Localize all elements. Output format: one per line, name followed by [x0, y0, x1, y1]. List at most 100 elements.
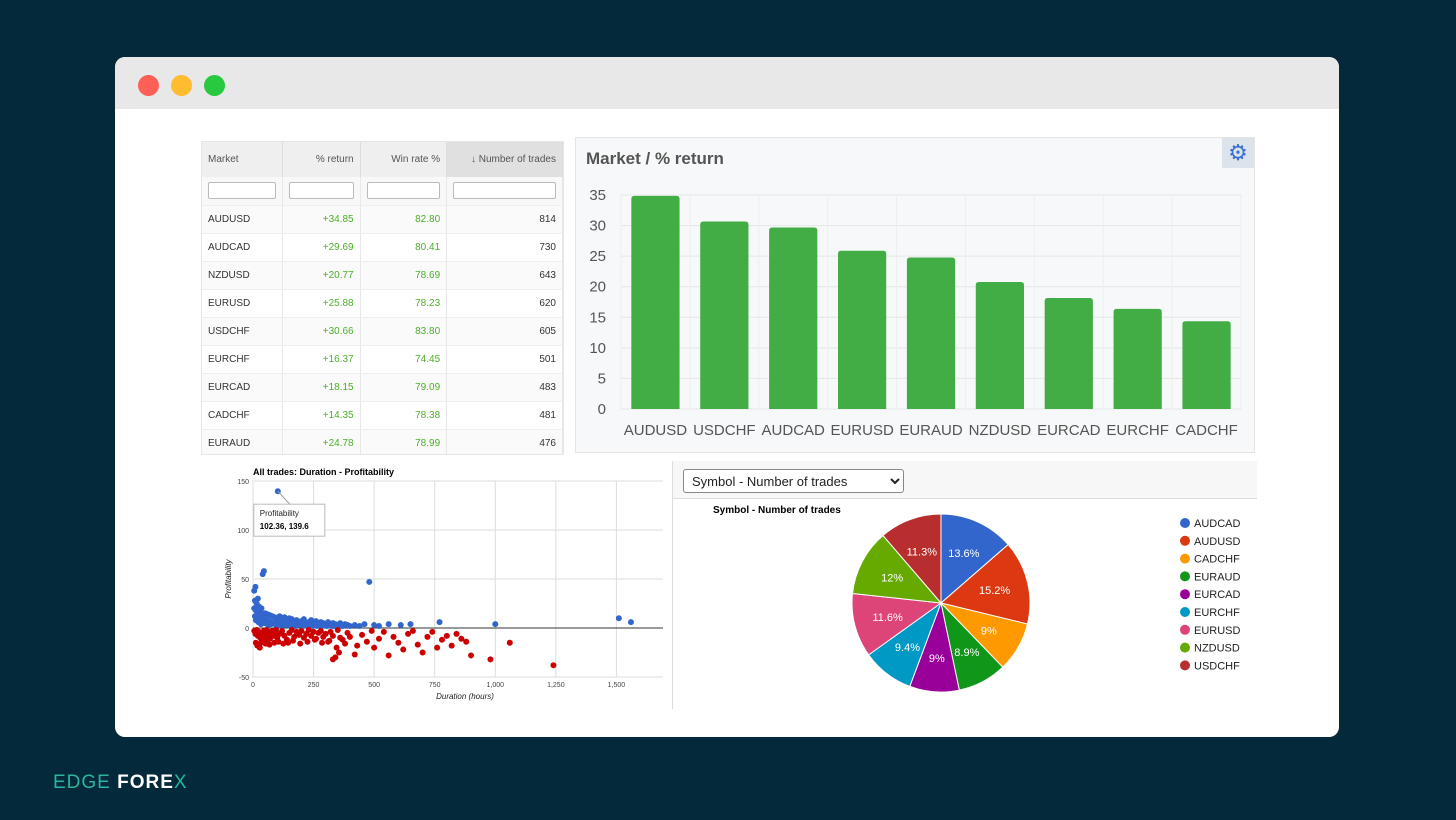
scatter-point[interactable] [280, 640, 287, 647]
table-row[interactable]: CADCHF +14.35 78.38 481 [202, 401, 563, 430]
scatter-point[interactable] [380, 628, 387, 635]
scatter-point[interactable] [448, 642, 455, 649]
scatter-point[interactable] [414, 641, 421, 648]
scatter-point[interactable] [298, 627, 305, 634]
scatter-point[interactable] [334, 626, 341, 633]
table-row[interactable]: EURUSD +25.88 78.23 620 [202, 289, 563, 318]
scatter-point[interactable] [405, 630, 412, 637]
scatter-point[interactable] [468, 652, 475, 659]
bar-eurcad[interactable] [1044, 298, 1093, 409]
scatter-point[interactable] [434, 644, 441, 651]
column-header-win-rate[interactable]: Win rate % [360, 142, 448, 177]
chart-type-select[interactable]: Symbol - Number of trades [683, 469, 904, 493]
table-row[interactable]: AUDUSD +34.85 82.80 814 [202, 205, 563, 234]
scatter-point[interactable] [424, 633, 431, 640]
table-row[interactable]: EURCAD +18.15 79.09 483 [202, 373, 563, 402]
scatter-point[interactable] [279, 627, 286, 634]
pie-slice-usdchf[interactable] [882, 513, 942, 605]
bar-cadchf[interactable] [1182, 321, 1231, 409]
bar-eurusd[interactable] [838, 250, 887, 409]
pie-slice-nzdusd[interactable] [851, 534, 943, 604]
scatter-point[interactable] [297, 640, 304, 647]
scatter-point[interactable] [333, 644, 340, 651]
bar-audusd[interactable] [631, 195, 680, 409]
scatter-point[interactable] [251, 605, 258, 612]
column-header-return[interactable]: % return [282, 142, 361, 177]
table-row[interactable]: EURCHF +16.37 74.45 501 [202, 345, 563, 374]
table-row[interactable]: EURAUD +24.78 78.99 476 [202, 429, 563, 454]
scatter-point[interactable] [354, 642, 361, 649]
scatter-point[interactable] [346, 623, 353, 630]
scatter-point[interactable] [487, 656, 494, 663]
scatter-point[interactable] [506, 639, 513, 646]
scatter-point[interactable] [371, 622, 378, 629]
table-row[interactable]: USDCHF +30.66 83.80 605 [202, 317, 563, 346]
scatter-point[interactable] [438, 636, 445, 643]
scatter-point[interactable] [304, 638, 311, 645]
filter-input-win-rate[interactable] [366, 182, 441, 200]
scatter-point[interactable] [627, 619, 634, 626]
scatter-point[interactable] [275, 638, 282, 645]
scatter-point[interactable] [338, 622, 345, 629]
column-header-market[interactable]: Market [202, 142, 284, 177]
scatter-point[interactable] [329, 656, 336, 663]
scatter-point[interactable] [615, 615, 622, 622]
scatter-point[interactable] [463, 638, 470, 645]
scatter-point[interactable] [289, 637, 296, 644]
scatter-point[interactable] [359, 631, 366, 638]
scatter-point[interactable] [336, 649, 343, 656]
table-row[interactable]: AUDCAD +29.69 80.41 730 [202, 233, 563, 262]
scatter-point[interactable] [371, 644, 378, 651]
scatter-point[interactable] [400, 646, 407, 653]
scatter-point[interactable] [317, 627, 324, 634]
scatter-point[interactable] [351, 622, 358, 629]
bar-audcad[interactable] [769, 227, 818, 409]
scatter-point[interactable] [366, 578, 373, 585]
scatter-point[interactable] [319, 639, 326, 646]
scatter-point[interactable] [368, 627, 375, 634]
bar-eurchf[interactable] [1113, 308, 1162, 409]
scatter-point[interactable] [419, 649, 426, 656]
scatter-point[interactable] [385, 621, 392, 628]
scatter-point[interactable] [458, 635, 465, 642]
minimize-window-button[interactable] [171, 75, 192, 96]
gear-icon[interactable]: ⚙ [1222, 138, 1254, 168]
scatter-point[interactable] [266, 641, 273, 648]
scatter-point[interactable] [375, 635, 382, 642]
pie-slice-audusd[interactable] [939, 543, 1031, 625]
scatter-point[interactable] [257, 639, 264, 646]
scatter-point[interactable] [390, 633, 397, 640]
scatter-point[interactable] [346, 633, 353, 640]
scatter-point[interactable] [322, 630, 329, 637]
bar-euraud[interactable] [906, 257, 956, 409]
scatter-point[interactable] [407, 621, 414, 628]
scatter-point[interactable] [363, 638, 370, 645]
scatter-point[interactable] [550, 662, 557, 669]
scatter-point[interactable] [453, 630, 460, 637]
scatter-point[interactable] [351, 651, 358, 658]
scatter-point[interactable] [342, 640, 349, 647]
scatter-point[interactable] [260, 568, 267, 575]
close-window-button[interactable] [138, 75, 159, 96]
scatter-point[interactable] [256, 644, 263, 651]
pie-slice-eurusd[interactable] [851, 592, 943, 656]
scatter-point[interactable] [310, 628, 317, 635]
pie-slice-audcad[interactable] [940, 513, 1009, 605]
scatter-point[interactable] [409, 627, 416, 634]
scatter-point[interactable] [288, 626, 295, 633]
scatter-point[interactable] [443, 632, 450, 639]
scatter-point[interactable] [305, 626, 312, 633]
scatter-point[interactable] [326, 637, 333, 644]
scatter-point[interactable] [356, 623, 363, 630]
scatter-point[interactable] [436, 619, 443, 626]
scatter-point[interactable] [329, 632, 336, 639]
scatter-point[interactable] [361, 621, 368, 628]
scatter-point[interactable] [273, 626, 280, 633]
scatter-point[interactable] [385, 652, 392, 659]
table-row[interactable]: NZDUSD +20.77 78.69 643 [202, 261, 563, 290]
filter-input-number-of-trades[interactable] [453, 182, 556, 200]
scatter-point[interactable] [397, 622, 404, 629]
filter-input-return[interactable] [289, 182, 354, 200]
scatter-point[interactable] [285, 639, 292, 646]
scatter-point[interactable] [251, 587, 258, 594]
